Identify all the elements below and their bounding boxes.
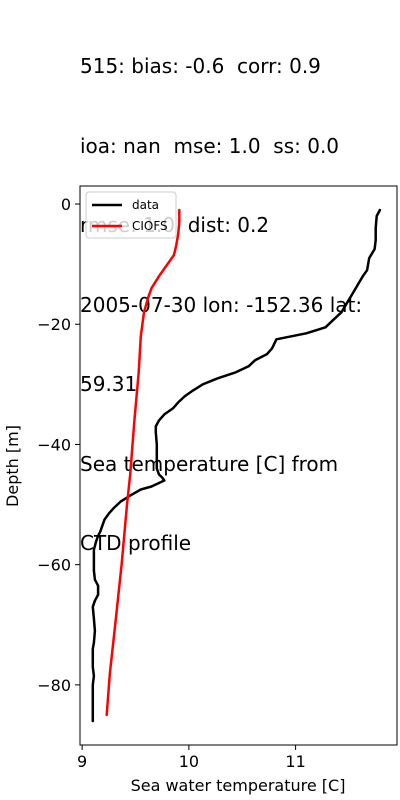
series-line-data xyxy=(91,208,382,723)
title-line-7: CTD profile xyxy=(80,531,192,555)
title-line-4: 2005-07-30 lon: -152.36 lat: xyxy=(80,292,363,317)
x-axis: 9 10 11 xyxy=(77,745,306,771)
y-tick-label: −60 xyxy=(37,556,71,575)
x-tick-label: 11 xyxy=(285,752,305,771)
y-tick-label: −20 xyxy=(37,315,71,334)
y-tick-label: 0 xyxy=(61,195,71,214)
x-axis-label: Sea water temperature [C] xyxy=(131,776,346,795)
y-axis-label: Depth [m] xyxy=(3,425,22,507)
y-tick-label: −40 xyxy=(37,435,71,454)
title-line-6: Sea temperature [C] from xyxy=(80,451,339,476)
legend-label-ciofs: CIOFS xyxy=(132,219,168,233)
plot-area-frame xyxy=(79,185,398,746)
y-tick-label: −80 xyxy=(37,676,71,695)
series-line-ciofs xyxy=(105,208,181,717)
title-line-1: 515: bias: -0.6 corr: 0.9 xyxy=(80,54,321,78)
title-line-5: 59.31 xyxy=(80,372,138,396)
legend-label-data: data xyxy=(132,198,159,212)
x-tick-label: 10 xyxy=(179,752,199,771)
x-tick-label: 9 xyxy=(77,752,87,771)
series-layer xyxy=(91,208,382,723)
legend: data CIOFS xyxy=(85,191,177,239)
y-axis: 0 −20 −40 −60 −80 xyxy=(37,195,80,695)
title-line-2: ioa: nan mse: 1.0 ss: 0.0 xyxy=(80,133,340,158)
